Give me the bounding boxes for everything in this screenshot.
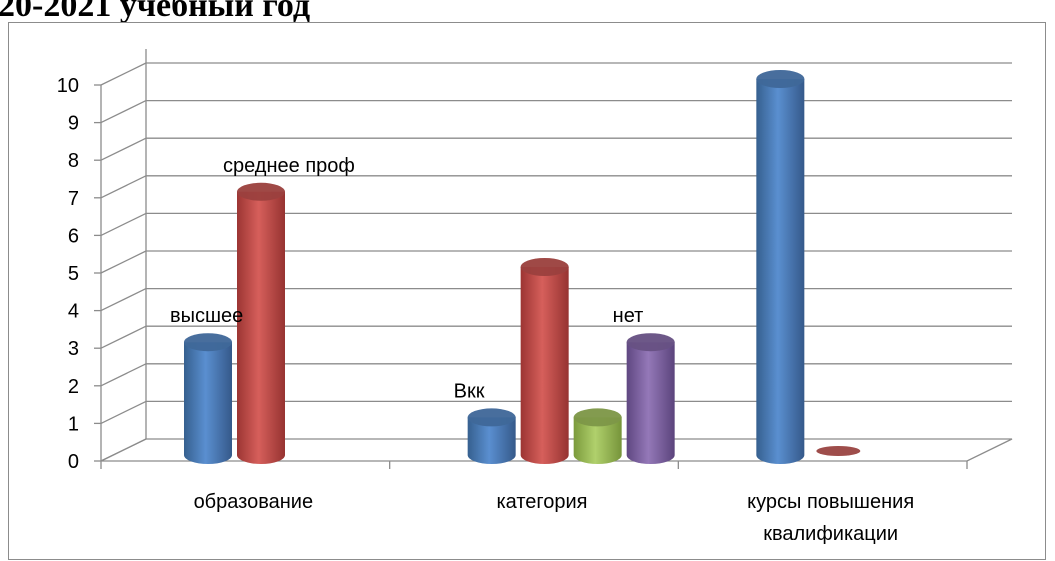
wall-gridline [100,400,147,424]
wall-gridline [100,137,147,161]
bar [816,446,861,456]
wall-gridline [100,288,147,312]
y-tick-label: 8 [68,150,79,172]
y-tick-label: 7 [68,188,79,210]
data-label: высшее [170,305,243,327]
page-title: 20-2021 учебный год [0,0,311,24]
wall-gridline [100,175,147,199]
data-label: среднее проф [223,155,355,177]
chart-area: 0 1 2 3 4 5 6 7 8 9 10 образование высшее среднее про… [8,22,1046,560]
bar-chart: 0 1 2 3 4 5 6 7 8 9 10 образование высшее среднее про… [57,49,1013,545]
bar [237,182,285,465]
data-label: нет [613,305,644,327]
y-tick-label: 2 [68,376,79,398]
y-tick-label: 9 [68,113,79,135]
wall-gridline [100,250,147,274]
bar [520,258,569,464]
bar [467,408,516,464]
x-category-label: квалификации [763,523,898,545]
x-category-label: курсы повышения [747,491,914,513]
bar [756,70,805,464]
y-tick-label: 3 [68,338,79,360]
wall-gridline [100,363,147,387]
bar [184,333,232,464]
wall-gridline [100,100,147,124]
y-tick-label: 1 [68,413,79,435]
data-label: Вкк [454,380,485,402]
y-tick-label: 6 [68,225,79,247]
bar [573,408,622,464]
x-category-label: категория [496,491,587,513]
x-category-label: образование [194,491,314,513]
y-tick-label: 0 [68,451,79,473]
y-tick-label: 5 [68,263,79,285]
y-tick-label: 10 [57,75,79,97]
bar [626,333,675,464]
y-tick-label: 4 [68,301,79,323]
wall-gridline [100,212,147,236]
wall-gridline [100,325,147,349]
wall-gridline [100,62,147,86]
